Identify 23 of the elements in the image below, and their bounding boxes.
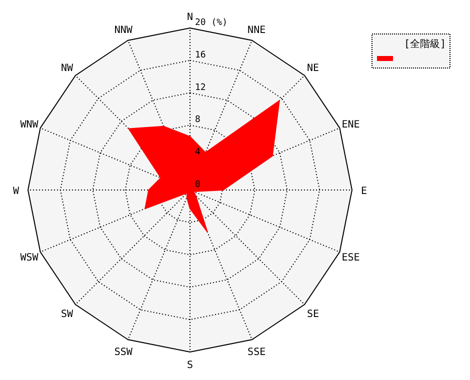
y-tick-label: 8: [195, 115, 200, 126]
y-tick-label: 4: [195, 148, 200, 158]
y-tick-label: 20 (%): [195, 18, 228, 28]
spoke-label: NW: [60, 62, 74, 74]
spoke-label: ENE: [342, 119, 360, 130]
spoke-label: WNW: [20, 119, 40, 130]
spoke-label: W: [12, 186, 20, 197]
spoke-label: NNW: [114, 25, 134, 36]
spoke-label: WSW: [20, 252, 40, 264]
spoke-label: S: [186, 360, 194, 371]
y-tick-label: 0: [195, 180, 200, 190]
spoke-label: SSW: [114, 346, 134, 358]
spoke-label: SE: [307, 309, 320, 320]
legend: [全階級]: [372, 34, 450, 68]
spoke-label: NNE: [248, 25, 266, 36]
spoke-label: SW: [60, 309, 74, 320]
y-tick-label: 12: [195, 82, 206, 93]
spoke-label: NE: [307, 62, 320, 74]
spoke-label: ESE: [342, 252, 360, 264]
spoke-label: SSE: [248, 346, 266, 358]
spoke-label: N: [186, 12, 194, 23]
spoke-label: E: [360, 186, 368, 197]
y-tick-label: 16: [195, 50, 206, 60]
